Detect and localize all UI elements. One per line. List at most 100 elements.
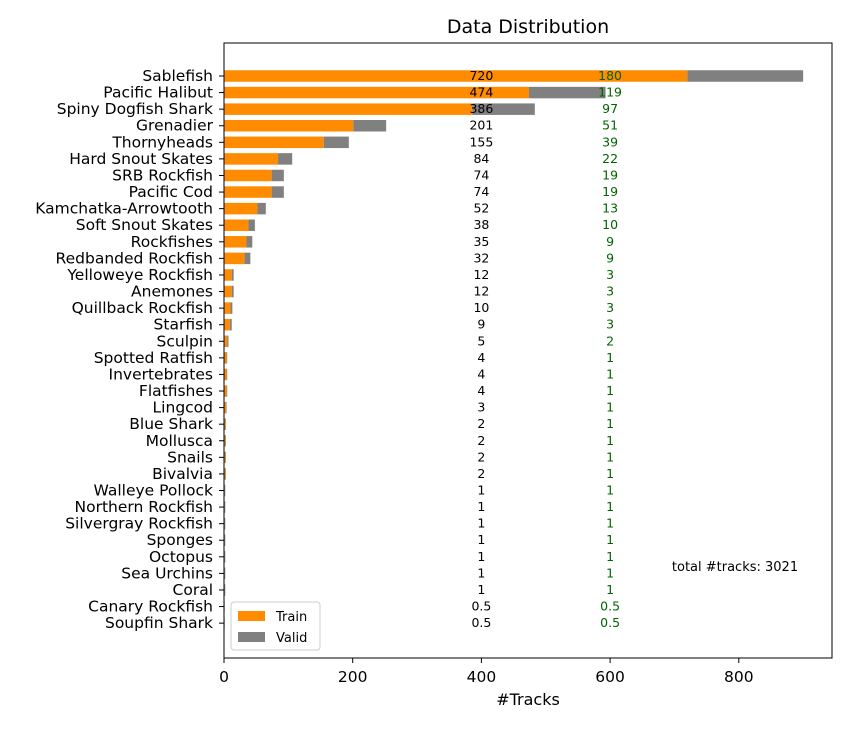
bar-train-2 <box>224 103 473 115</box>
bar-train-14 <box>224 302 231 314</box>
y-tick-label: Hard Snout Skates <box>69 150 213 168</box>
x-tick-label: 200 <box>338 668 368 686</box>
bar-train-10 <box>224 236 247 248</box>
y-tick-label: Pacific Cod <box>129 183 213 201</box>
y-tick-label: Spotted Ratfish <box>94 349 213 367</box>
y-tick-label: Snails <box>167 448 213 466</box>
valid-value-label: 1 <box>606 416 614 431</box>
y-tick-label: SRB Rockfish <box>112 166 213 184</box>
x-tick-label: 800 <box>724 668 754 686</box>
y-tick-label: Redbanded Rockfish <box>56 249 213 267</box>
bar-valid-3 <box>353 119 387 132</box>
valid-value-label: 1 <box>606 565 614 580</box>
bar-valid-14 <box>230 302 233 314</box>
bar-valid-25 <box>224 484 226 497</box>
bar-train-1 <box>224 86 530 99</box>
y-tick-label: Sea Urchins <box>121 564 213 582</box>
train-value-label: 38 <box>473 217 489 232</box>
bar-valid-8 <box>257 202 266 215</box>
y-tick-label: Soupfin Shark <box>105 614 213 632</box>
bar-valid-13 <box>231 285 234 298</box>
train-value-label: 0.5 <box>471 615 491 630</box>
bar-train-23 <box>224 451 226 464</box>
bar-valid-1 <box>529 86 606 99</box>
valid-value-label: 97 <box>602 101 618 116</box>
valid-value-label: 1 <box>606 532 614 547</box>
valid-value-label: 119 <box>598 85 622 100</box>
valid-value-label: 1 <box>606 449 614 464</box>
bar-train-6 <box>224 169 272 182</box>
train-value-label: 74 <box>473 167 489 182</box>
y-tick-label: Grenadier <box>136 117 214 135</box>
valid-value-label: 1 <box>606 516 614 531</box>
y-tick-label: Quillback Rockfish <box>72 299 213 317</box>
valid-value-label: 1 <box>606 400 614 415</box>
bars-group <box>224 70 804 629</box>
chart-title: Data Distribution <box>447 16 609 38</box>
valid-value-label: 1 <box>606 383 614 398</box>
x-tick-label: 400 <box>467 668 497 686</box>
train-value-label: 201 <box>469 118 493 133</box>
y-tick-label: Walleye Pollock <box>94 482 214 500</box>
train-value-label: 3 <box>477 400 485 415</box>
valid-value-label: 39 <box>602 134 618 149</box>
valid-value-label: 3 <box>606 284 614 299</box>
bar-train-15 <box>224 318 230 331</box>
bar-valid-15 <box>229 318 232 331</box>
bar-train-5 <box>224 153 279 165</box>
bar-train-4 <box>224 136 324 149</box>
bar-train-18 <box>224 368 227 381</box>
bar-valid-5 <box>278 153 293 165</box>
bar-valid-19 <box>226 385 228 397</box>
valid-value-label: 19 <box>602 167 618 182</box>
bar-train-11 <box>224 252 245 265</box>
train-value-label: 5 <box>477 333 485 348</box>
valid-value-label: 9 <box>606 234 614 249</box>
y-tick-label: Octopus <box>149 548 213 566</box>
x-axis-label: #Tracks <box>496 690 560 709</box>
valid-value-label: 1 <box>606 433 614 448</box>
y-tick-label: Anemones <box>131 283 213 301</box>
valid-value-label: 1 <box>606 549 614 564</box>
y-tick-label: Coral <box>173 581 213 599</box>
train-value-label: 1 <box>477 532 485 547</box>
bar-valid-16 <box>227 335 229 348</box>
train-value-label: 2 <box>477 433 485 448</box>
bar-train-9 <box>224 219 249 231</box>
x-tick-label: 0 <box>219 668 229 686</box>
train-value-label: 52 <box>473 201 489 216</box>
train-value-label: 2 <box>477 449 485 464</box>
bar-valid-17 <box>226 352 228 364</box>
total-tracks-annotation: total #tracks: 3021 <box>672 560 798 575</box>
y-tick-label: Blue Shark <box>129 415 213 433</box>
y-tick-label: Spiny Dogfish Shark <box>57 100 213 118</box>
y-tick-label: Sablefish <box>142 67 213 85</box>
valid-value-label: 1 <box>606 350 614 365</box>
bar-train-3 <box>224 119 354 132</box>
bar-valid-22 <box>225 435 226 447</box>
y-tick-label: Thornyheads <box>111 133 213 151</box>
y-tick-label: Invertebrates <box>109 365 214 383</box>
bar-valid-7 <box>271 186 284 198</box>
valid-value-label: 3 <box>606 267 614 282</box>
train-value-label: 720 <box>469 68 493 83</box>
train-value-label: 0.5 <box>471 599 491 614</box>
valid-value-label: 1 <box>606 366 614 381</box>
y-tick-label: Pacific Halibut <box>103 84 213 102</box>
train-value-label: 1 <box>477 483 485 498</box>
train-value-label: 2 <box>477 466 485 481</box>
y-tick-label: Soft Snout Skates <box>76 216 213 234</box>
valid-value-label: 22 <box>602 151 618 166</box>
bar-train-17 <box>224 352 227 364</box>
train-value-label: 1 <box>477 565 485 580</box>
y-tick-label: Starfish <box>154 316 213 334</box>
valid-value-label: 9 <box>606 250 614 265</box>
train-value-label: 1 <box>477 582 485 597</box>
valid-value-label: 10 <box>602 217 618 232</box>
train-value-label: 4 <box>477 383 485 398</box>
valid-value-label: 1 <box>606 499 614 514</box>
y-tick-label: Sponges <box>147 531 213 549</box>
bar-valid-29 <box>224 551 226 563</box>
y-tick-label: Flatfishes <box>139 382 213 400</box>
